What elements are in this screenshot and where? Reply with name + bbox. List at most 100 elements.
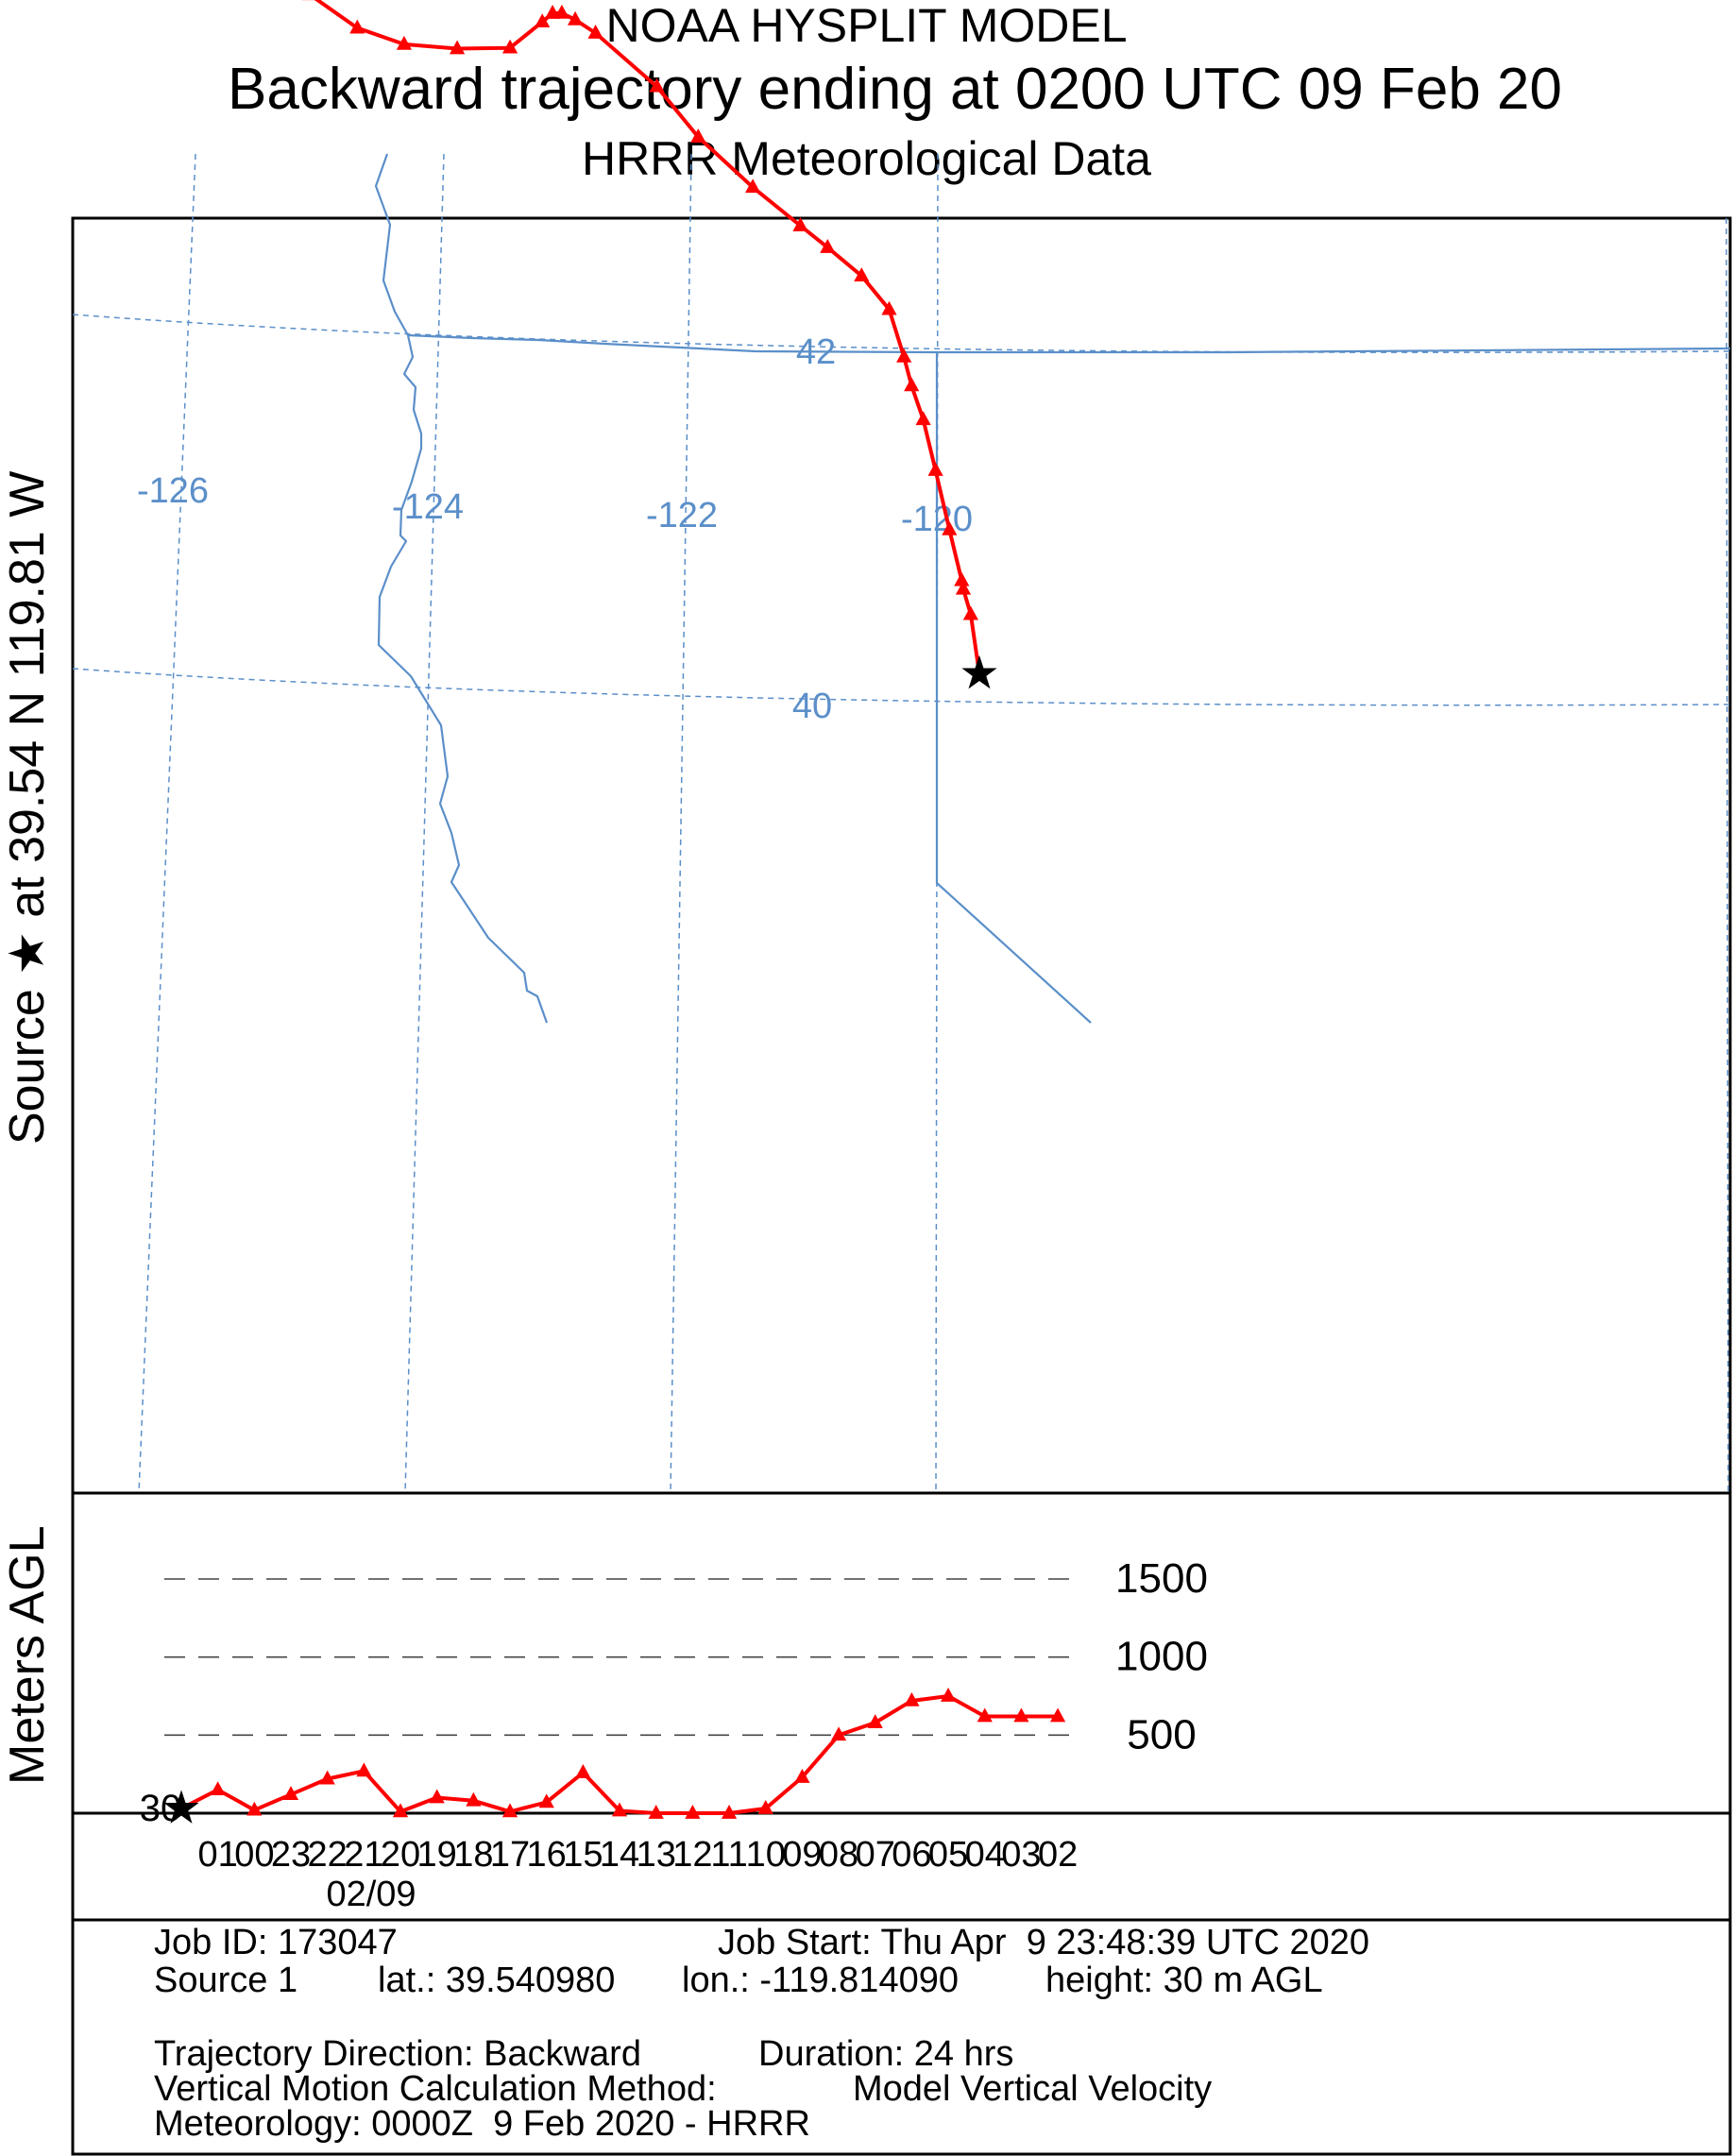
meridian-118 (1725, 217, 1729, 1494)
trajectory-marker (896, 348, 912, 363)
lon-label: -120 (901, 500, 973, 539)
trajectory-marker (881, 300, 897, 315)
date-label: 02/09 (326, 1875, 416, 1914)
meridian-122 (670, 153, 692, 1494)
height-marker (977, 1707, 993, 1723)
y-tick-label: 1500 (1115, 1555, 1208, 1602)
trajectory-marker (690, 128, 706, 143)
source-star-icon (163, 1790, 199, 1824)
lon-label: -122 (646, 496, 718, 535)
source-height: height: 30 m AGL (1045, 1961, 1323, 2000)
trajectory-marker (854, 267, 870, 281)
height-marker (794, 1768, 810, 1783)
x-tick-label: 18 (453, 1835, 493, 1875)
height-marker (246, 1801, 263, 1816)
y-axis-label: Meters AGL (0, 1525, 55, 1785)
height-marker (575, 1764, 591, 1778)
x-tick-label: 23 (271, 1835, 311, 1875)
height-marker (867, 1714, 883, 1728)
source-lon: lon.: -119.814090 (682, 1961, 959, 2000)
height-marker (648, 1805, 664, 1819)
meridian-124 (404, 153, 445, 1494)
x-tick-label: 15 (563, 1835, 603, 1875)
height-marker (904, 1691, 920, 1706)
trajectory-marker (745, 178, 761, 194)
x-tick-label: 09 (782, 1835, 822, 1875)
trajectory-height-series (163, 1688, 1066, 1824)
trajectory-marker (587, 25, 603, 39)
x-tick-label: 20 (381, 1835, 420, 1875)
height-marker (611, 1802, 628, 1817)
oregon-california-border (407, 333, 1731, 354)
x-tick-label: 22 (308, 1835, 348, 1875)
trajectory-marker (649, 77, 665, 93)
source-number: Source 1 (154, 1961, 298, 2000)
x-tick-label: 02 (1038, 1835, 1078, 1875)
height-marker (319, 1770, 335, 1785)
duration: Duration: 24 hrs (758, 2034, 1014, 2074)
height-marker (210, 1781, 226, 1796)
height-marker (429, 1789, 445, 1804)
x-tick-label: 04 (965, 1835, 1005, 1875)
x-tick-label: 16 (527, 1835, 567, 1875)
nevada-california-border (935, 352, 1092, 1024)
state-boundaries (374, 153, 1731, 1024)
info-box (71, 1918, 1732, 2156)
source-lat: lat.: 39.540980 (378, 1961, 616, 2000)
trajectory-marker (954, 571, 970, 586)
lon-label: -124 (392, 487, 464, 527)
trajectory-marker (904, 377, 920, 392)
height-line (180, 1694, 1059, 1815)
job-start: Job Start: Thu Apr 9 23:48:39 UTC 2020 (718, 1923, 1370, 1962)
trajectory-marker (535, 13, 551, 28)
source-star-icon (961, 654, 997, 689)
height-marker (685, 1805, 701, 1819)
trajectory-marker (501, 39, 518, 54)
height-marker (392, 1803, 409, 1818)
vertical-motion-label: Vertical Motion Calculation Method: (154, 2069, 717, 2109)
trajectory-marker (942, 520, 958, 535)
x-tick-label: 05 (928, 1835, 968, 1875)
height-marker (356, 1762, 372, 1777)
chart-subtitle: Backward trajectory ending at 0200 UTC 0… (228, 57, 1562, 122)
height-marker (501, 1803, 518, 1818)
height-marker (757, 1800, 773, 1814)
trajectory-direction: Trajectory Direction: Backward (154, 2034, 641, 2074)
trajectory-marker (396, 35, 412, 50)
trajectory-marker (820, 239, 836, 253)
x-tick-label: 19 (417, 1835, 457, 1875)
trajectory-line (314, 0, 981, 674)
x-tick-label: 00 (234, 1835, 274, 1875)
height-marker (1049, 1707, 1066, 1723)
trajectory-marker (915, 411, 931, 426)
x-tick-label: 07 (856, 1835, 895, 1875)
x-tick-label: 10 (746, 1835, 786, 1875)
meteorological-data-label: HRRR Meteorological Data (581, 132, 1151, 185)
height-marker (830, 1726, 847, 1741)
trajectory-marker (544, 5, 561, 19)
parallel-40 (72, 668, 1731, 706)
map-frame (71, 216, 1732, 1495)
source-location-label: Source ★ at 39.54 N 119.81 W (0, 471, 55, 1145)
x-tick-label: 21 (344, 1835, 383, 1875)
trajectory-map-path (302, 0, 997, 689)
y-tick-label: 500 (1127, 1711, 1196, 1757)
y-tick-label: 1000 (1115, 1634, 1208, 1680)
height-marker (538, 1793, 554, 1808)
x-tick-label: 14 (600, 1835, 639, 1875)
time-tick-labels: 0100232221201918171615141312111009080706… (198, 1835, 1079, 1875)
height-marker (466, 1791, 482, 1807)
lat-label: 40 (792, 687, 832, 726)
x-tick-label: 06 (892, 1835, 931, 1875)
x-tick-label: 08 (819, 1835, 858, 1875)
map-panel: -126 -124 -122 -120 42 40 (71, 0, 1732, 1495)
x-tick-label: 13 (637, 1835, 676, 1875)
lon-label: -126 (137, 471, 209, 511)
parallel-42 (72, 314, 1731, 353)
trajectory-marker (349, 19, 365, 34)
graticule-labels: -126 -124 -122 -120 42 40 (137, 332, 973, 726)
height-marker (721, 1805, 738, 1819)
x-tick-label: 03 (1001, 1835, 1041, 1875)
